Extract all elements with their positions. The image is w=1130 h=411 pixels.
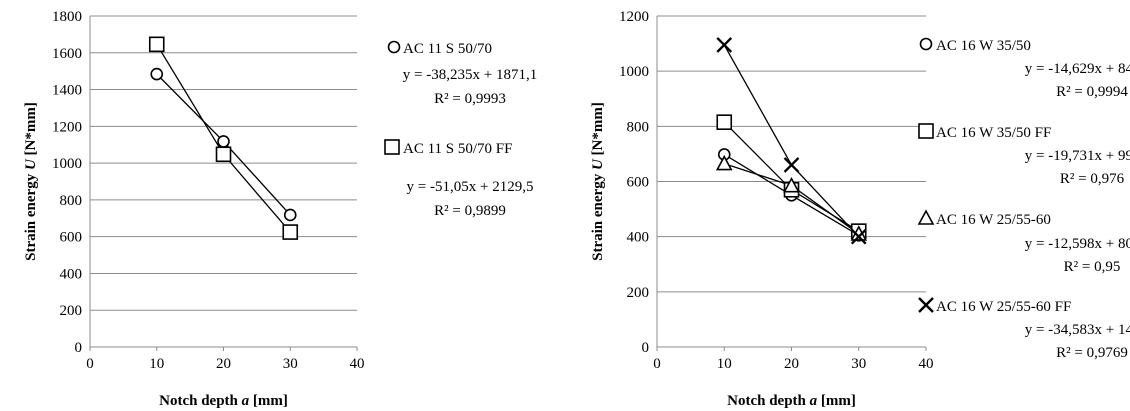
trendline-equation: y = -12,598x + 806,47	[1025, 236, 1130, 252]
legend-series-name: AC 16 W 35/50	[936, 38, 1031, 54]
y-axis-title: Strain energy U [N*mm]	[23, 102, 39, 261]
legend-marker-triangle	[917, 209, 935, 225]
data-point-square	[282, 224, 299, 240]
y-tick-label: 800	[627, 119, 650, 135]
y-tick-label: 600	[627, 175, 650, 191]
x-axis-title-part: Notch depth	[727, 393, 810, 409]
data-point-cross	[783, 157, 800, 173]
y-tick-label: 400	[627, 230, 650, 246]
y-tick-label: 600	[60, 230, 83, 246]
trendline-equation: y = -38,235x + 1871,1	[403, 67, 537, 83]
y-axis-title: Strain energy U [N*mm]	[590, 102, 606, 261]
data-point-triangle	[715, 154, 733, 171]
legend-marker-cross	[918, 297, 934, 313]
x-tick-label: 10	[149, 356, 164, 372]
data-point-square	[716, 114, 733, 130]
trendline-r-squared: R² = 0,95	[1064, 259, 1121, 275]
data-point-circle	[150, 67, 164, 81]
legend-series-name: AC 16 W 35/50 FF	[936, 125, 1051, 141]
trendline-r-squared: R² = 0,976	[1060, 171, 1125, 187]
y-tick-label: 1000	[619, 64, 649, 80]
y-tick-label: 0	[642, 340, 650, 356]
legend-entry-1: AC 16 W 35/50 y = -14,629x + 842,94 R² = 0…	[919, 37, 1130, 100]
legend-series-name: AC 11 S 50/70 FF	[403, 141, 512, 157]
data-point-triangle	[783, 176, 800, 193]
legend-series-name: AC 16 W 25/55-60	[936, 212, 1051, 228]
legend-marker-circle	[919, 37, 933, 51]
x-tick-label: 40	[350, 356, 365, 372]
y-tick-label: 1200	[52, 119, 82, 135]
trendline-r-squared: R² = 0,9994	[1056, 84, 1128, 100]
y-tick-label: 1200	[619, 9, 649, 25]
y-tick-label: 1600	[52, 46, 82, 62]
y-tick-label: 800	[60, 193, 83, 209]
x-tick-label: 20	[216, 356, 231, 372]
x-tick-label: 20	[784, 356, 799, 372]
legend-marker-circle	[387, 40, 401, 54]
data-point-circle	[283, 208, 297, 222]
x-axis-title-part: a	[810, 393, 818, 409]
legend-entry-2: AC 16 W 35/50 FF y = -19,731x + 994,06 R² …	[918, 123, 1130, 187]
trendline-r-squared: R² = 0,9769	[1056, 345, 1128, 361]
x-tick-label: 0	[86, 356, 94, 372]
x-axis-title: Notch depth a [mm]	[727, 393, 856, 409]
x-axis-title-part: [mm]	[817, 393, 856, 409]
x-tick-label: 30	[283, 356, 298, 372]
trendline-equation: y = -19,731x + 994,06	[1025, 148, 1130, 164]
x-tick-label: 30	[851, 356, 866, 372]
y-axis-title-part: U	[590, 158, 606, 170]
legend-entry-2: AC 11 S 50/70 FF y = -51,05x + 2129,5 R² =…	[384, 139, 534, 219]
x-axis-title-part: a	[242, 393, 250, 409]
y-tick-label: 1800	[52, 9, 82, 25]
trendline-equation: y = -51,05x + 2129,5	[407, 179, 534, 195]
y-tick-label: 0	[75, 340, 83, 356]
x-tick-label: 0	[653, 356, 661, 372]
legend-entry-1: AC 11 S 50/70 y = -38,235x + 1871,1 R² = 0…	[387, 40, 537, 107]
y-tick-label: 1000	[52, 156, 82, 172]
y-tick-label: 200	[627, 285, 650, 301]
trendline-equation: y = -34,583x + 1410,8	[1025, 322, 1130, 338]
trendline-r-squared: R² = 0,9993	[434, 91, 506, 107]
legend-series-name: AC 16 W 25/55-60 FF	[936, 299, 1071, 315]
legend-entry-4: AC 16 W 25/55-60 FF y = -34,583x + 1410,8…	[918, 297, 1130, 361]
chart-1: 0 200 400 600 800 1000 1200 1400 1600 1800 0 10 20 30…	[23, 9, 537, 409]
x-axis-title-part: Notch depth	[159, 393, 242, 409]
y-tick-label: 200	[60, 303, 83, 319]
legend-entry-3: AC 16 W 25/55-60 y = -12,598x + 806,47 R² …	[917, 209, 1130, 275]
legend-marker-square	[918, 123, 934, 139]
x-axis-title: Notch depth a [mm]	[159, 393, 288, 409]
legend-series-name: AC 11 S 50/70	[403, 41, 492, 57]
x-tick-label: 40	[919, 356, 934, 372]
y-axis-title-part: [N*mm]	[23, 102, 39, 159]
legend-marker-square	[384, 139, 400, 155]
data-point-square	[148, 36, 165, 53]
trendline-equation: y = -14,629x + 842,94	[1025, 61, 1130, 77]
y-axis-title-part: [N*mm]	[590, 102, 606, 159]
y-axis-title-part: U	[23, 158, 39, 170]
x-axis-title-part: [mm]	[249, 393, 288, 409]
trendline-r-squared: R² = 0,9899	[434, 203, 506, 219]
data-point-cross	[716, 37, 733, 53]
chart-2: 0 200 400 600 800 1000 1200 0 10 20 30 40 Notch dept…	[590, 9, 1130, 409]
series-line-4	[723, 44, 860, 238]
y-tick-label: 1400	[52, 83, 82, 99]
x-tick-label: 10	[717, 356, 732, 372]
y-tick-label: 400	[60, 266, 83, 282]
data-point-square	[215, 146, 232, 163]
data-point-cross	[850, 228, 867, 245]
data-point-circle	[217, 135, 230, 148]
y-axis-title-part: Strain energy	[23, 170, 39, 261]
y-axis-title-part: Strain energy	[590, 170, 606, 261]
